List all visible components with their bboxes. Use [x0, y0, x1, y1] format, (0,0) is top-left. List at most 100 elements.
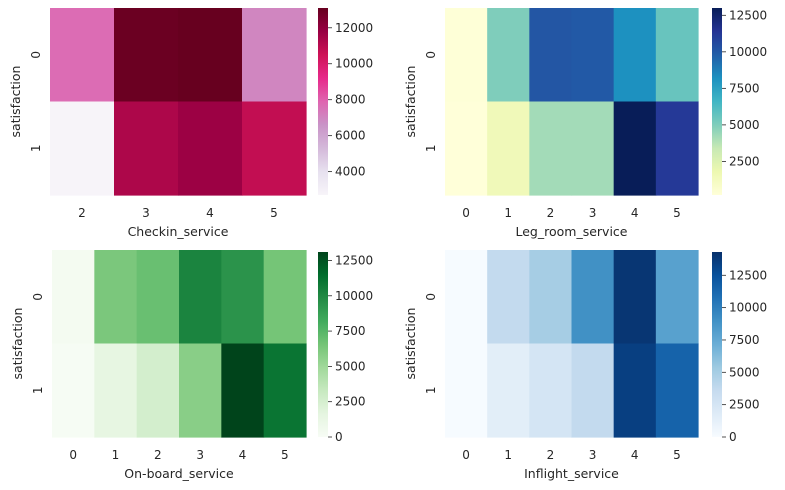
x-tick-label: 0: [69, 448, 77, 462]
x-tick-label: 5: [673, 206, 681, 220]
heatmap-cell: [178, 101, 243, 196]
x-tick-label: 1: [112, 448, 120, 462]
colorbar: 0 2500 5000 7500 10000 12500: [318, 252, 373, 444]
x-tick-label: 4: [631, 206, 639, 220]
colorbar-tick-label: 12500: [335, 253, 373, 267]
heatmap-cell: [263, 250, 307, 345]
y-axis-label: satisfaction: [403, 308, 418, 380]
y-tick-label: 1: [424, 386, 438, 394]
colorbar-tick-label: 7500: [335, 324, 366, 338]
heatmap-cell: [445, 101, 488, 196]
y-tick-label: 0: [424, 293, 438, 301]
colorbar-tick-label: 10000: [729, 301, 767, 315]
colorbar-tick-label: 7500: [729, 81, 760, 95]
heatmap-cell: [655, 101, 699, 196]
x-tick-label: 2: [547, 206, 555, 220]
y-axis-label: satisfaction: [8, 66, 23, 138]
heatmap-panel-4: 0 1 2 3 4 5 0 1 Inflight_service satisfaction 0 250…: [403, 250, 767, 481]
heatmap-cell: [613, 8, 657, 103]
heatmap-cell: [487, 101, 530, 196]
x-tick-label: 2: [154, 448, 162, 462]
heatmap-cell: [221, 343, 265, 438]
heatmap-cell: [263, 343, 307, 438]
colorbar: 4000 6000 8000 10000 12000: [318, 8, 373, 195]
x-tick-label: 3: [589, 206, 597, 220]
colorbar-tick-label: 12500: [729, 268, 767, 282]
colorbar-tick-label: 2500: [729, 398, 760, 412]
x-axis-label: Leg_room_service: [516, 224, 628, 239]
colorbar-gradient: [318, 252, 328, 437]
x-axis-label: Inflight_service: [524, 466, 619, 481]
x-tick-label: 2: [547, 448, 555, 462]
heatmap-cell: [242, 8, 307, 103]
x-tick-label: 0: [462, 206, 470, 220]
x-tick-label: 4: [206, 206, 214, 220]
heatmap-cell: [114, 8, 179, 103]
colorbar-tick-label: 8000: [335, 93, 366, 107]
heatmap-cell: [136, 250, 180, 345]
heatmap-cell: [571, 343, 615, 438]
heatmap-cell: [529, 250, 573, 345]
colorbar-gradient: [712, 8, 722, 195]
x-tick-label: 0: [462, 448, 470, 462]
colorbar-tick-label: 12000: [335, 21, 373, 35]
colorbar-tick-label: 5000: [729, 365, 760, 379]
heatmap-panel-3: 0 1 2 3 4 5 0 1 On-board_service satisfaction 0 250…: [10, 250, 373, 481]
x-tick-label: 1: [504, 206, 512, 220]
heatmap-cell: [613, 250, 657, 345]
heatmap-cell: [179, 343, 222, 438]
y-tick-label: 0: [31, 293, 45, 301]
x-tick-label: 5: [281, 448, 289, 462]
heatmap-cell: [529, 343, 573, 438]
colorbar-tick-label: 2500: [335, 395, 366, 409]
colorbar-tick-label: 2500: [729, 154, 760, 168]
x-axis-label: On-board_service: [124, 466, 234, 481]
heatmap-cell: [487, 343, 530, 438]
x-axis-label: Checkin_service: [128, 224, 229, 239]
colorbar-tick-label: 0: [335, 430, 343, 444]
heatmap-cell: [242, 101, 307, 196]
heatmap-cell: [52, 343, 95, 438]
heatmap-cell: [178, 8, 243, 103]
y-axis-label: satisfaction: [10, 308, 25, 380]
colorbar: 2500 5000 7500 10000 12500: [712, 8, 767, 195]
y-axis-label: satisfaction: [403, 66, 418, 138]
heatmap-cell: [136, 343, 180, 438]
heatmap-panel-2: 0 1 2 3 4 5 0 1 Leg_room_service satisfaction 2500…: [403, 8, 767, 239]
heatmap-cell: [655, 8, 699, 103]
y-tick-label: 1: [424, 144, 438, 152]
heatmap-cell: [114, 101, 179, 196]
heatmap-cell: [487, 8, 530, 103]
heatmap-cell: [529, 8, 573, 103]
x-tick-label: 3: [142, 206, 150, 220]
y-tick-label: 1: [29, 144, 43, 152]
heatmap-cell: [487, 250, 530, 345]
x-tick-label: 4: [239, 448, 247, 462]
heatmap-cell: [221, 250, 265, 345]
x-tick-label: 5: [270, 206, 278, 220]
colorbar-gradient: [318, 8, 328, 195]
heatmap-cell: [94, 343, 138, 438]
heatmap-cell: [94, 250, 138, 345]
heatmap-cell: [52, 250, 95, 345]
y-tick-label: 0: [29, 51, 43, 59]
colorbar-gradient: [712, 252, 722, 437]
colorbar-tick-label: 4000: [335, 165, 366, 179]
x-tick-label: 3: [196, 448, 204, 462]
colorbar-tick-label: 10000: [335, 289, 373, 303]
heatmap-cell: [179, 250, 222, 345]
y-tick-label: 1: [31, 386, 45, 394]
x-tick-label: 5: [673, 448, 681, 462]
colorbar-tick-label: 10000: [335, 57, 373, 71]
colorbar-tick-label: 10000: [729, 45, 767, 59]
colorbar-tick-label: 5000: [729, 118, 760, 132]
heatmap-cell: [50, 8, 115, 103]
heatmap-cell: [445, 8, 488, 103]
heatmap-cell: [571, 250, 615, 345]
x-tick-label: 4: [631, 448, 639, 462]
colorbar-tick-label: 7500: [729, 333, 760, 347]
heatmap-cell: [655, 250, 699, 345]
y-tick-label: 0: [424, 51, 438, 59]
x-tick-label: 2: [78, 206, 86, 220]
